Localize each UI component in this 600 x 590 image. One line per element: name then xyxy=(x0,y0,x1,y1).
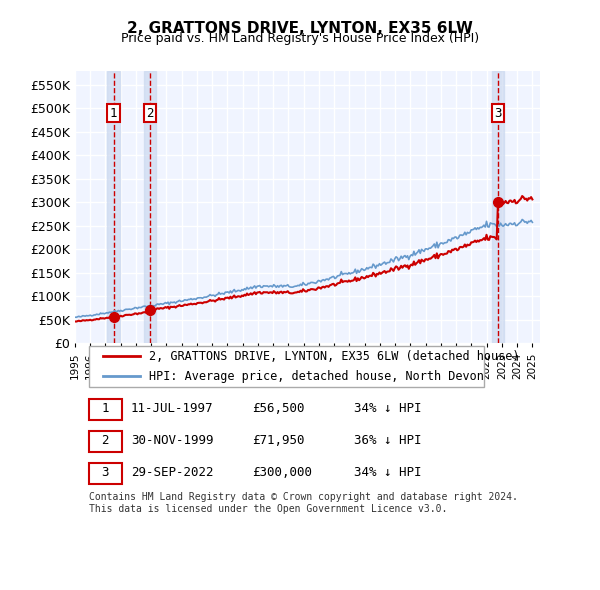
Text: 29-SEP-2022: 29-SEP-2022 xyxy=(131,466,214,479)
Text: 3: 3 xyxy=(494,107,502,120)
Text: 2: 2 xyxy=(101,434,109,447)
Text: 2, GRATTONS DRIVE, LYNTON, EX35 6LW (detached house): 2, GRATTONS DRIVE, LYNTON, EX35 6LW (det… xyxy=(149,350,520,363)
FancyBboxPatch shape xyxy=(89,463,121,484)
Text: £71,950: £71,950 xyxy=(252,434,304,447)
FancyBboxPatch shape xyxy=(89,431,121,452)
FancyBboxPatch shape xyxy=(89,399,121,420)
Text: HPI: Average price, detached house, North Devon: HPI: Average price, detached house, Nort… xyxy=(149,369,484,382)
Text: 1: 1 xyxy=(110,107,118,120)
Bar xyxy=(107,71,119,343)
Text: 34% ↓ HPI: 34% ↓ HPI xyxy=(354,402,421,415)
Bar xyxy=(492,71,504,343)
Text: 11-JUL-1997: 11-JUL-1997 xyxy=(131,402,214,415)
Text: 1: 1 xyxy=(101,402,109,415)
FancyBboxPatch shape xyxy=(89,346,484,386)
Bar xyxy=(144,71,156,343)
Text: 36% ↓ HPI: 36% ↓ HPI xyxy=(354,434,421,447)
Text: Price paid vs. HM Land Registry's House Price Index (HPI): Price paid vs. HM Land Registry's House … xyxy=(121,32,479,45)
Text: 2: 2 xyxy=(146,107,154,120)
Text: 30-NOV-1999: 30-NOV-1999 xyxy=(131,434,214,447)
Text: £300,000: £300,000 xyxy=(252,466,312,479)
Text: 3: 3 xyxy=(101,466,109,479)
Text: £56,500: £56,500 xyxy=(252,402,304,415)
Text: Contains HM Land Registry data © Crown copyright and database right 2024.
This d: Contains HM Land Registry data © Crown c… xyxy=(89,492,518,514)
Text: 34% ↓ HPI: 34% ↓ HPI xyxy=(354,466,421,479)
Text: 2, GRATTONS DRIVE, LYNTON, EX35 6LW: 2, GRATTONS DRIVE, LYNTON, EX35 6LW xyxy=(127,21,473,35)
